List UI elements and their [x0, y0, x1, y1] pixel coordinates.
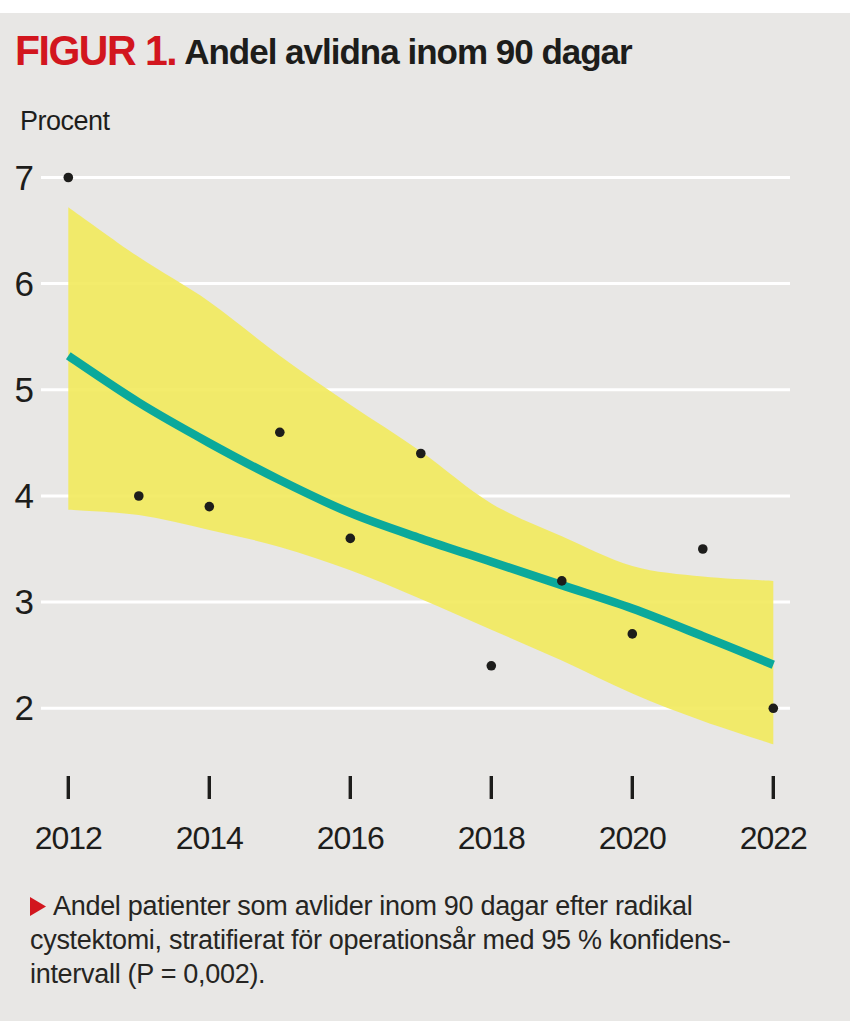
- figure-caption: Andel patienter som avlider inom 90 daga…: [30, 889, 830, 991]
- y-tick-label: 5: [15, 370, 34, 409]
- data-point-dot: [64, 173, 74, 183]
- figure-title-row: FIGUR 1.Andel avlidna inom 90 dagar: [15, 27, 835, 74]
- y-tick-label: 2: [15, 688, 34, 727]
- data-point-dot: [275, 428, 285, 438]
- x-tick-label: 2020: [599, 820, 666, 856]
- caption-text: Andel patienter som avlider inom 90 daga…: [53, 891, 692, 921]
- y-tick-label: 6: [15, 264, 34, 303]
- chart-canvas: 2012 2014 2016 2018 2020 2022 2 3 4 5 6 7: [0, 0, 850, 1021]
- caption-line: intervall (P = 0,002).: [30, 959, 265, 989]
- data-point-dot: [487, 661, 497, 671]
- data-point-dot: [698, 544, 708, 554]
- caption-line: cystektomi, stratifierat för operationså…: [30, 925, 731, 955]
- x-tick-label: 2016: [317, 820, 384, 856]
- y-tick-label: 3: [15, 582, 34, 621]
- y-tick-label: 4: [15, 476, 34, 515]
- confidence-band: [68, 207, 773, 744]
- x-tick-label: 2014: [176, 820, 243, 856]
- x-tick-label: 2022: [740, 820, 807, 856]
- data-point-dot: [628, 629, 638, 639]
- data-point-dot: [346, 534, 356, 544]
- data-point-dot: [205, 502, 215, 512]
- figure-title: Andel avlidna inom 90 dagar: [184, 32, 632, 71]
- data-point-dot: [416, 449, 426, 459]
- figure-label: FIGUR 1.: [15, 26, 176, 75]
- data-point-dot: [557, 576, 567, 586]
- confidence-band-layer: [68, 207, 773, 744]
- data-point-dot: [134, 491, 144, 501]
- caption-line: Andel patienter som avlider inom 90 daga…: [30, 891, 692, 921]
- data-point-dot: [769, 704, 779, 714]
- y-tick-label: 7: [15, 158, 34, 197]
- x-tick-label: 2018: [458, 820, 525, 856]
- caption-bullet-icon: [30, 890, 46, 924]
- x-tick-label: 2012: [35, 820, 102, 856]
- y-axis-title: Procent: [20, 106, 110, 137]
